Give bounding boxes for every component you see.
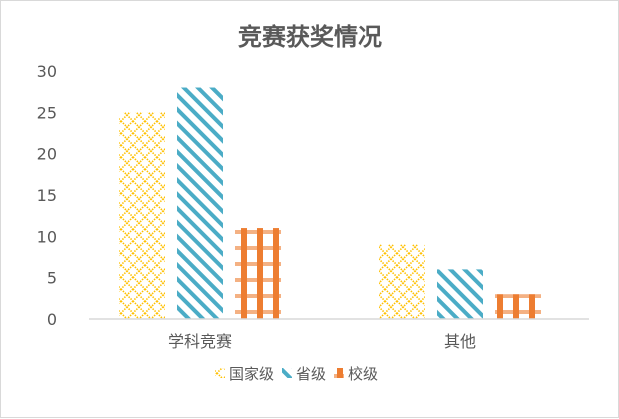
- legend-swatch: [334, 368, 344, 378]
- legend-swatch: [282, 368, 292, 378]
- y-tick-label: 30: [37, 62, 57, 81]
- bar: [235, 228, 281, 319]
- y-tick-label: 5: [47, 269, 57, 288]
- y-tick-label: 0: [47, 310, 57, 329]
- bar: [119, 112, 165, 319]
- y-tick-label: 25: [37, 103, 57, 122]
- bar: [177, 87, 223, 320]
- legend-label: 省级: [296, 365, 326, 383]
- bar: [379, 244, 425, 319]
- x-tick-label: 学科竞赛: [168, 332, 232, 351]
- y-tick-label: 10: [37, 227, 57, 246]
- legend-swatch: [215, 368, 225, 378]
- y-tick-label: 20: [37, 145, 57, 164]
- legend-label: 国家级: [229, 365, 274, 383]
- bar: [495, 294, 541, 319]
- bar: [437, 269, 483, 319]
- chart-title: 竞赛获奖情况: [238, 23, 382, 51]
- x-tick-label: 其他: [444, 332, 476, 351]
- legend-label: 校级: [348, 365, 378, 383]
- y-tick-label: 15: [37, 186, 57, 205]
